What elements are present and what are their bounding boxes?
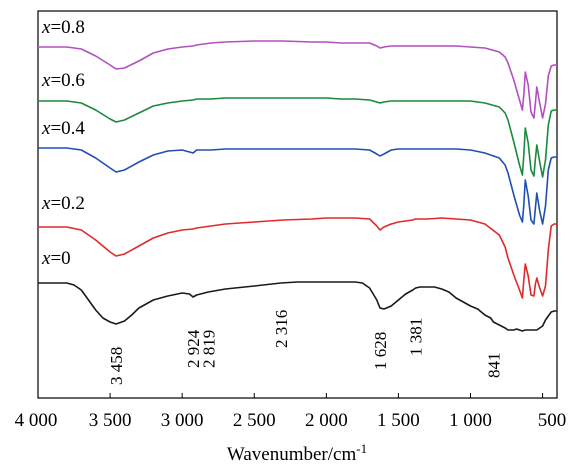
- peak-annotation: 1 628: [371, 332, 390, 370]
- x-tick-label: 4 000: [15, 410, 58, 431]
- x-axis: 4 000 3 500 3 000 2 500 2 000 1 500 1 000 500: [15, 393, 567, 431]
- x-tick-label: 2 500: [233, 410, 276, 431]
- plot-frame: [37, 10, 558, 399]
- series-line-x-0-8: [38, 40, 557, 119]
- series-label: x=0.6: [41, 70, 85, 91]
- peak-annotation: 1 381: [407, 318, 426, 356]
- series-label: x=0.8: [41, 17, 85, 38]
- series-line-x-0: [38, 281, 557, 332]
- series-labels: x=0.8 x=0.6 x=0.4 x=0.2 x=0: [41, 17, 85, 269]
- series-label: x=0: [41, 248, 71, 269]
- series-line-x-0-4: [38, 147, 557, 225]
- x-tick-label: 2 000: [305, 410, 348, 431]
- peak-annotation: 2 924: [184, 329, 203, 368]
- series-label: x=0.2: [41, 193, 85, 214]
- x-tick-label: 3 000: [161, 410, 204, 431]
- peak-annotation: 2 316: [272, 310, 291, 348]
- x-axis-title-superscript: -1: [356, 441, 367, 456]
- x-axis-title: Wavenumber/cm-1: [227, 441, 367, 465]
- series-label: x=0.4: [41, 118, 85, 139]
- x-tick-label: 3 500: [89, 410, 132, 431]
- x-tick-label: 1 500: [377, 410, 420, 431]
- series-line-x-0-6: [38, 97, 557, 178]
- x-tick-label: 1 000: [449, 410, 492, 431]
- series-line-x-0-2: [38, 217, 557, 299]
- spectra-group: [38, 40, 557, 332]
- peak-annotation: 3 458: [107, 347, 126, 385]
- peak-annotation: 2 819: [199, 330, 218, 368]
- peak-annotation: 841: [484, 353, 503, 379]
- x-tick-label: 500: [538, 410, 567, 431]
